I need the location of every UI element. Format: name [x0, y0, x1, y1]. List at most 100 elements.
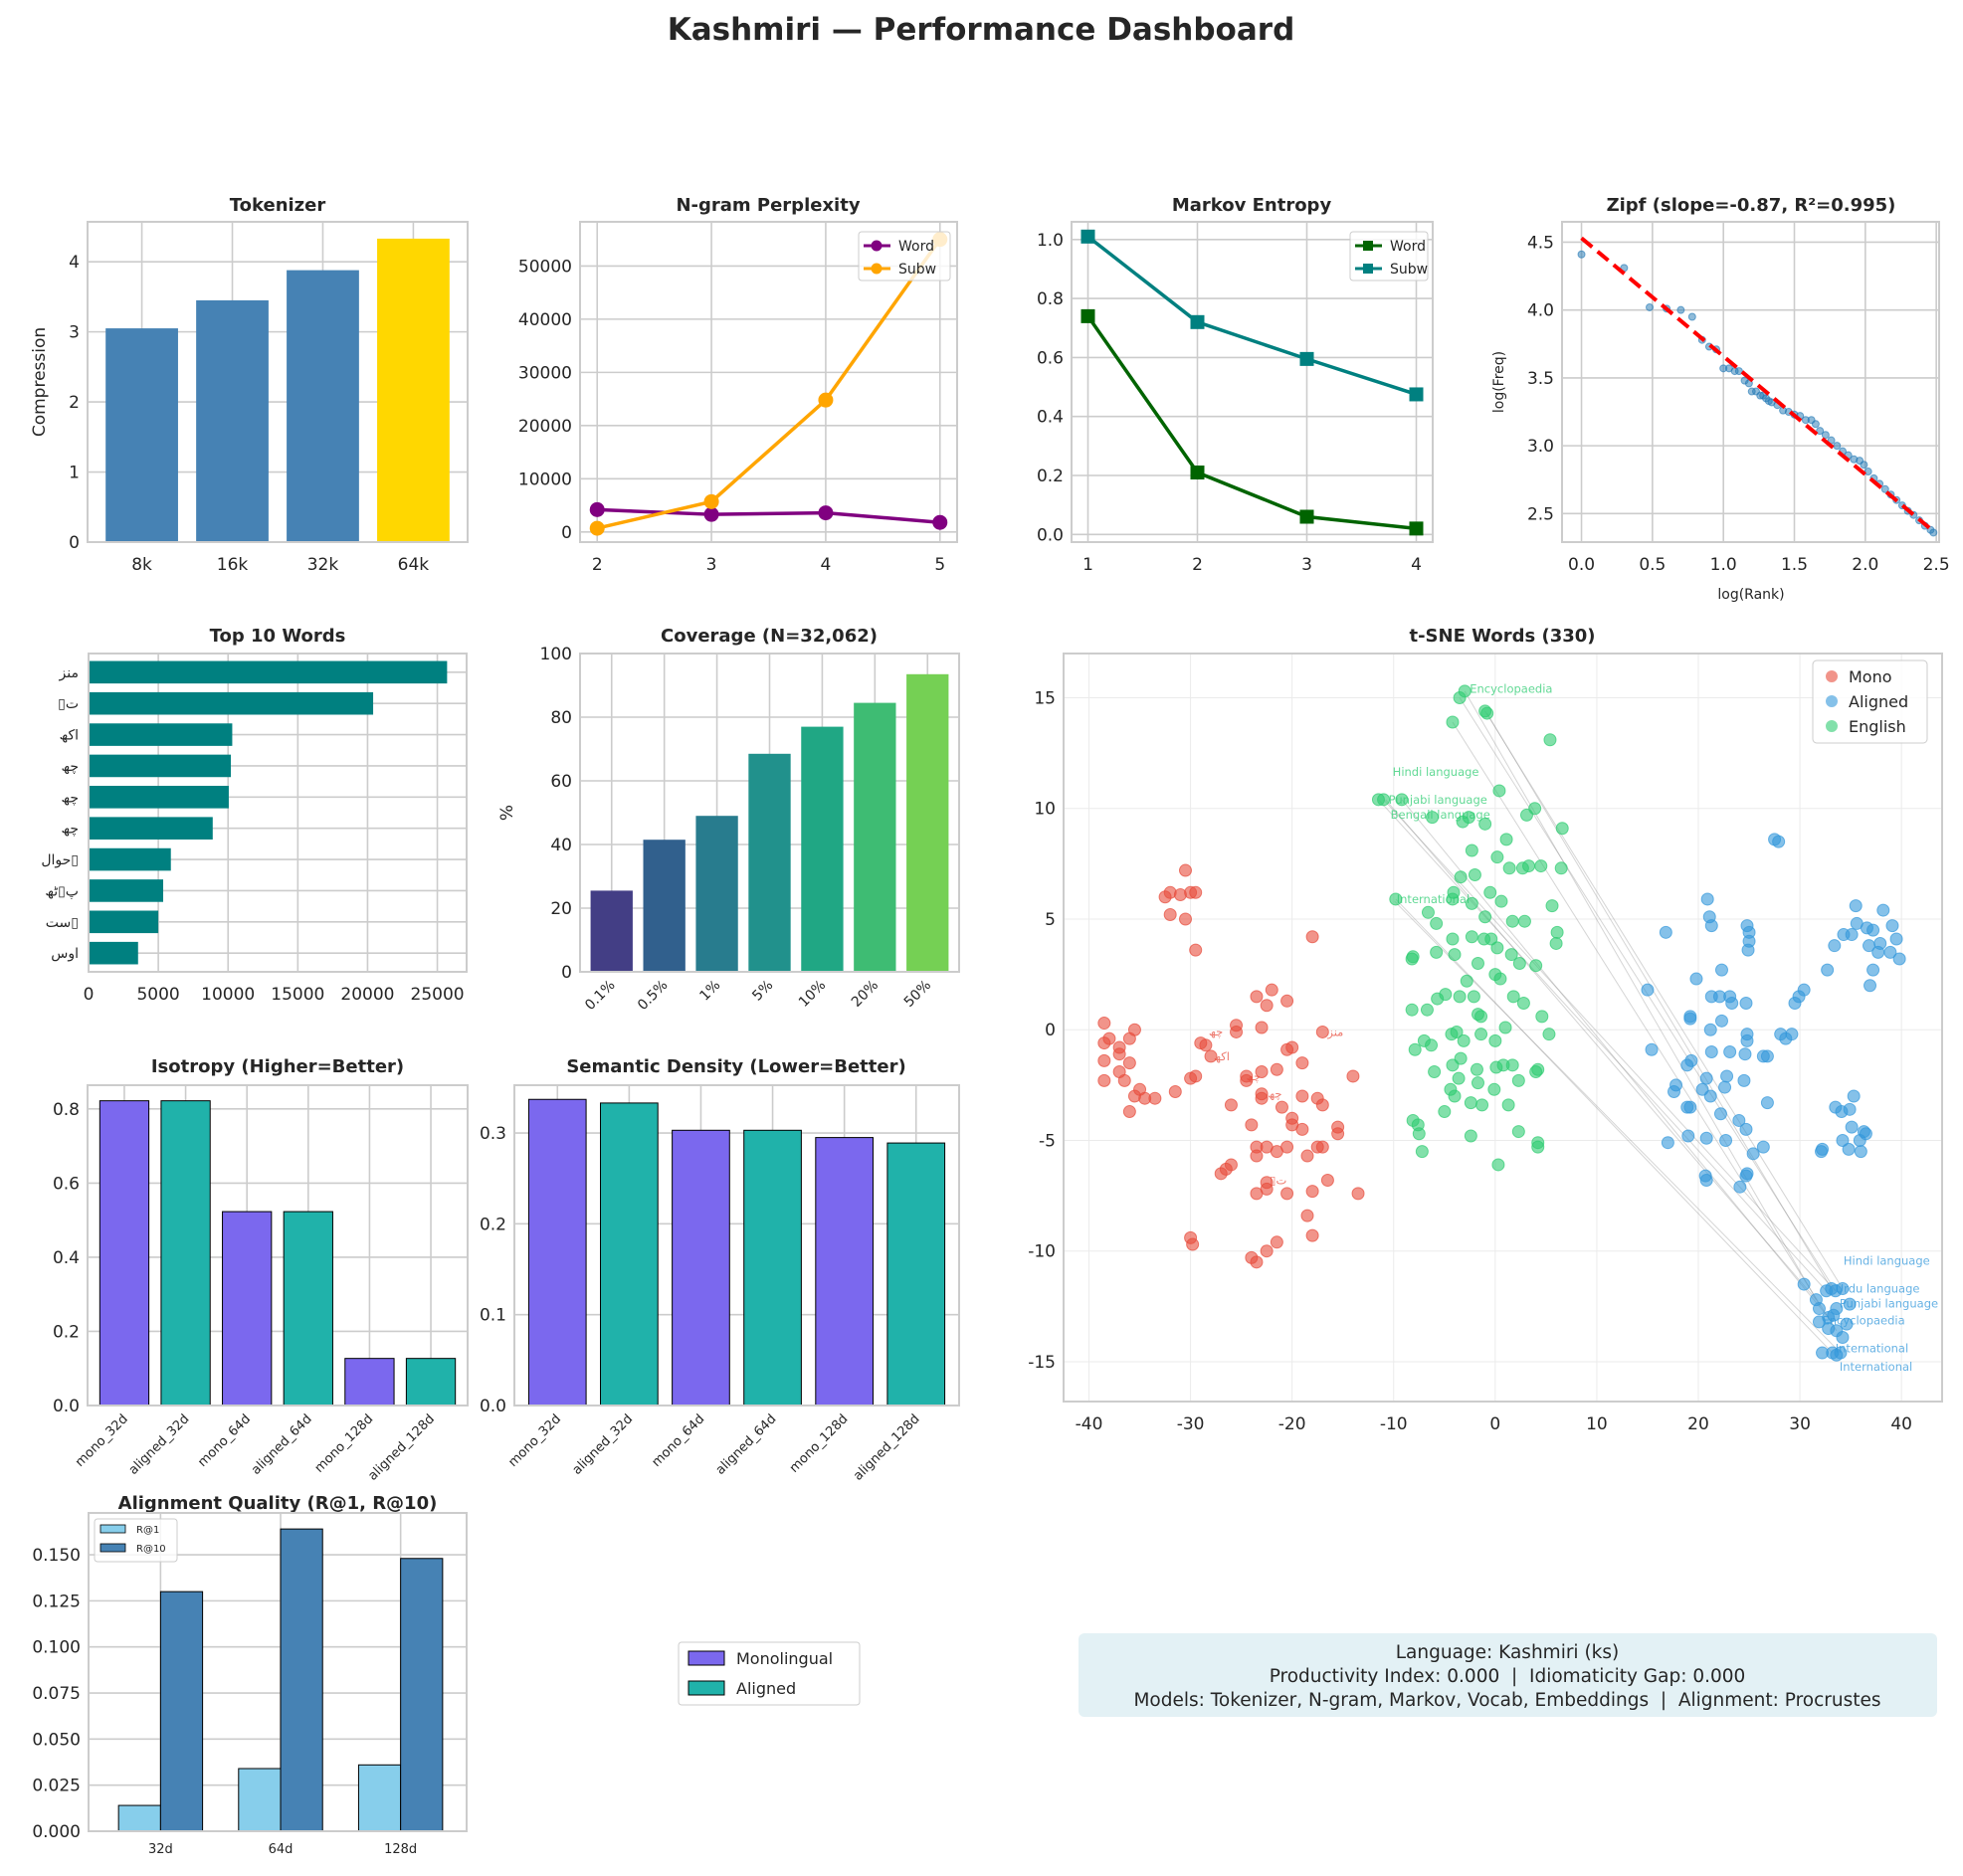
top10-bar: [89, 786, 229, 809]
top10-xtick-label: 15000: [271, 985, 324, 1005]
ngram-point: [818, 505, 834, 521]
tsne-point-english: [1430, 945, 1444, 959]
tsne-ytick-label: -5: [1039, 1131, 1056, 1151]
tsne-point-aligned: [1760, 1096, 1774, 1110]
zipf-xtick-label: 2.0: [1852, 555, 1878, 575]
alignment-xtick-label: 128d: [384, 1842, 417, 1857]
top10-bar: [89, 817, 213, 840]
tsne-point-mono: [1280, 994, 1294, 1008]
tsne-point-aligned: [1825, 1282, 1839, 1296]
tsne-point-english: [1529, 959, 1543, 973]
tsne-alignment-link: [1452, 721, 1838, 1332]
top10-ytick-label: چھ: [62, 759, 80, 775]
tsne-point-english: [1474, 1028, 1488, 1041]
ngram-xtick-label: 2: [592, 555, 603, 575]
coverage-frame: [579, 653, 960, 973]
isotropy-ytick-label: 0.4: [53, 1248, 80, 1268]
coverage-bar: [695, 816, 738, 972]
alignment-legend-swatch: [99, 1524, 126, 1534]
top10-ytick-label: حوال▯: [41, 852, 79, 868]
ngram-legend-marker: [871, 240, 883, 252]
tsne-point-english: [1555, 822, 1569, 836]
tsne-xtick-label: -30: [1177, 1414, 1205, 1434]
tsne-annotation: چھ: [1247, 1069, 1261, 1083]
tsne-point-aligned: [1827, 1308, 1841, 1322]
alignment-ytick-label: 0.100: [32, 1638, 81, 1658]
tsne-point-english: [1494, 894, 1508, 908]
monolingual-label: Monolingual: [736, 1649, 833, 1668]
alignment-ytick-label: 0.150: [32, 1546, 81, 1566]
ngram-xtick-label: 5: [934, 555, 945, 575]
tsne-ytick-label: -10: [1028, 1242, 1056, 1262]
tsne-point-english: [1467, 990, 1480, 1004]
tsne-point-mono: [1280, 1042, 1294, 1056]
tokenizer-bar: [377, 238, 450, 542]
tokenizer-xtick-label: 32k: [307, 555, 339, 575]
tsne-point-aligned: [1834, 1346, 1848, 1360]
top10-xtick-label: 25000: [411, 985, 465, 1005]
tsne-point-mono: [1097, 1017, 1111, 1031]
isotropy-title: Isotropy (Higher=Better): [151, 1056, 404, 1077]
tsne-point-english: [1428, 1064, 1442, 1078]
alignment-legend-swatch: [99, 1543, 126, 1553]
tsne-point-aligned: [1772, 835, 1786, 848]
tsne-legend-label: English: [1849, 717, 1906, 736]
coverage-bar: [590, 890, 633, 972]
tsne-annotation: ▯ت: [1270, 1174, 1286, 1188]
isotropy-xtick-label: mono_32d: [73, 1411, 131, 1470]
tsne-point-aligned: [1788, 997, 1802, 1011]
top10-bar: [89, 847, 171, 871]
zipf-xtick-label: 0.5: [1639, 555, 1666, 575]
tokenizer-xtick-label: 8k: [131, 555, 152, 575]
tsne-point-aligned: [1812, 1315, 1826, 1329]
aligned-label: Aligned: [736, 1679, 796, 1698]
tsne-point-aligned: [1785, 1028, 1799, 1041]
top10-bar: [89, 879, 164, 902]
info-language: Language: Kashmiri (ks): [1396, 1642, 1620, 1663]
tsne-point-aligned: [1681, 1129, 1695, 1143]
tsne-point-english: [1445, 1028, 1459, 1041]
tsne-point-mono: [1199, 1038, 1213, 1052]
isotropy-ytick-label: 0.8: [53, 1100, 80, 1120]
tsne-point-english: [1446, 1058, 1460, 1072]
ngram-ytick-label: 10000: [518, 469, 572, 489]
tsne-point-aligned: [1732, 1113, 1746, 1127]
tsne-point-aligned: [1704, 1044, 1718, 1058]
tsne-point-aligned: [1723, 1044, 1737, 1058]
ngram-point: [703, 506, 719, 522]
top10-xtick-label: 10000: [201, 985, 255, 1005]
tsne-point-aligned: [1645, 1042, 1659, 1056]
tsne-legend-marker: [1826, 720, 1838, 732]
zipf-point: [1734, 367, 1743, 376]
ngram-legend-label: Word: [898, 239, 934, 255]
tsne-point-mono: [1097, 1053, 1111, 1067]
tsne-alignment-link: [1395, 898, 1834, 1354]
ngram-ytick-label: 50000: [518, 257, 572, 277]
tsne-point-english: [1408, 1042, 1422, 1056]
tsne-point-aligned: [1885, 919, 1899, 933]
tsne-point-mono: [1300, 1209, 1314, 1222]
tsne-point-english: [1412, 1127, 1426, 1141]
tsne-point-mono: [1295, 1056, 1309, 1070]
zipf-point: [1880, 484, 1889, 493]
tsne-point-english: [1475, 1098, 1489, 1112]
zipf-title: Zipf (slope=-0.87, R²=0.995): [1607, 195, 1896, 216]
tsne-annotation: Hindi language: [1393, 765, 1479, 779]
tsne-point-aligned: [1683, 1100, 1697, 1114]
tokenizer-xtick-label: 64k: [398, 555, 430, 575]
tsne-point-mono: [1260, 1244, 1274, 1258]
top10-bar: [89, 910, 159, 934]
tsne-point-english: [1490, 850, 1504, 864]
tsne-point-aligned: [1866, 923, 1880, 937]
semantic-xtick-label: aligned_128d: [851, 1411, 922, 1483]
ngram-point: [932, 514, 948, 530]
semantic-xtick-label: aligned_64d: [713, 1411, 780, 1478]
zipf-point: [1577, 250, 1586, 259]
ngram-ytick-label: 0: [561, 523, 572, 543]
tsne-point-english: [1448, 1089, 1462, 1103]
tokenizer-ytick-label: 0: [69, 533, 80, 553]
tsne-alignment-link: [1383, 799, 1837, 1292]
tsne-point-mono: [1305, 1228, 1319, 1242]
tsne-point-mono: [1214, 1167, 1228, 1181]
